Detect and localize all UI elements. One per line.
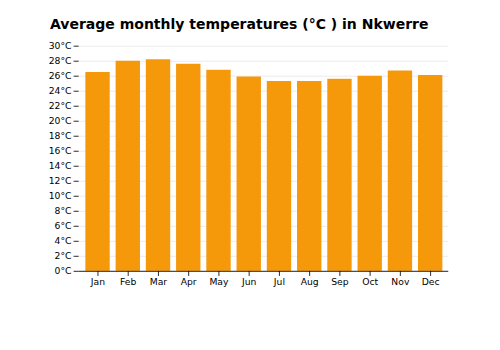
svg-text:Apr: Apr [181, 276, 197, 287]
svg-text:Dec: Dec [422, 276, 440, 287]
svg-text:Nov: Nov [391, 276, 410, 287]
svg-text:16°C: 16°C [49, 145, 72, 156]
svg-text:28°C: 28°C [49, 55, 72, 66]
svg-text:22°C: 22°C [49, 100, 72, 111]
svg-text:14°C: 14°C [49, 160, 72, 171]
svg-text:May: May [209, 276, 229, 287]
svg-text:Jul: Jul [273, 276, 285, 287]
svg-text:Feb: Feb [120, 276, 136, 287]
svg-text:Aug: Aug [301, 276, 319, 287]
svg-text:Jun: Jun [241, 276, 257, 287]
svg-text:8°C: 8°C [55, 205, 72, 216]
html-text:Average monthly temperatures (: Average monthly temperatures (°C ) in Nk… [50, 16, 429, 32]
svg-text:Jan: Jan [90, 276, 105, 287]
svg-text:20°C: 20°C [49, 115, 72, 126]
svg-text:Oct: Oct [362, 276, 378, 287]
svg-text:2°C: 2°C [55, 250, 72, 261]
svg-text:18°C: 18°C [49, 130, 72, 141]
svg-text:10°C: 10°C [49, 190, 72, 201]
svg-text:0°C: 0°C [55, 265, 72, 276]
svg-text:30°C: 30°C [49, 40, 72, 51]
svg-text:6°C: 6°C [55, 220, 72, 231]
svg-text:Mar: Mar [150, 276, 168, 287]
svg-text:26°C: 26°C [49, 70, 72, 81]
svg-text:12°C: 12°C [49, 175, 72, 186]
svg-text:4°C: 4°C [55, 235, 72, 246]
svg-text:24°C: 24°C [49, 85, 72, 96]
svg-text:Sep: Sep [331, 276, 349, 287]
